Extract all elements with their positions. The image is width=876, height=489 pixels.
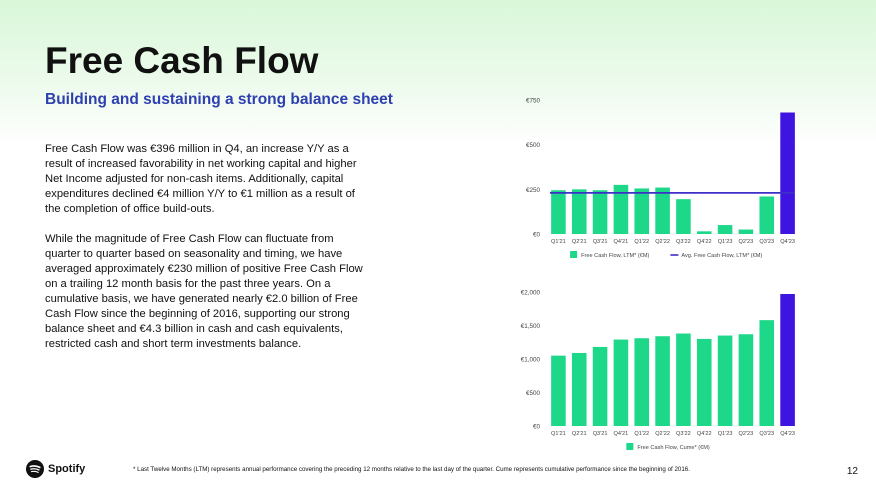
bar	[551, 355, 566, 426]
x-tick-label: Q2'21	[572, 431, 587, 437]
bar	[613, 184, 629, 234]
x-tick-label: Q1'23	[718, 431, 733, 437]
legend-label: Free Cash Flow, Cume* (€M)	[637, 445, 710, 451]
x-tick-label: Q1'22	[634, 431, 649, 437]
x-tick-label: Q1'22	[634, 239, 649, 245]
x-tick-label: Q2'22	[655, 239, 670, 245]
bar	[717, 225, 733, 234]
x-tick-label: Q4'22	[697, 431, 712, 437]
bar	[551, 190, 566, 234]
legend-label: Free Cash Flow, LTM* (€M)	[581, 253, 649, 259]
bar	[634, 188, 650, 234]
x-tick-label: Q3'22	[676, 431, 691, 437]
ltm-fcf-chart: €0 €250 €500 €750 Q1'21 Q2'21 Q3'21 Q4'21 Q1'22 Q…	[526, 98, 795, 260]
x-tick-label: Q1'21	[551, 431, 566, 437]
footnote: * Last Twelve Months (LTM) represents an…	[133, 466, 690, 473]
bar	[717, 335, 733, 426]
bar	[655, 187, 670, 234]
x-tick-label: Q4'21	[614, 431, 629, 437]
x-tick-label: Q3'22	[676, 239, 691, 245]
bar	[655, 336, 670, 426]
x-tick-label: Q1'21	[551, 239, 566, 245]
paragraph-q4-summary: Free Cash Flow was €396 million in Q4, a…	[45, 143, 357, 215]
x-tick-label: Q2'23	[739, 431, 754, 437]
bar	[780, 294, 795, 426]
x-tick-label: Q4'22	[697, 239, 712, 245]
bar	[571, 189, 587, 234]
bar	[738, 334, 754, 426]
legend-label: Avg. Free Cash Flow, LTM* (€M)	[681, 253, 762, 259]
x-tick-label: Q3'23	[759, 239, 774, 245]
y-tick-label: €2,000	[521, 290, 541, 297]
bar	[780, 112, 795, 234]
logo-wordmark: Spotify	[48, 463, 86, 475]
cume-fcf-chart: €0 €500 €1,000 €1,500 €2,000 Q1'21 Q2'21 Q3'21 Q…	[521, 290, 795, 452]
y-tick-label: €250	[526, 187, 541, 194]
bar	[696, 338, 712, 426]
y-tick-label: €0	[533, 232, 541, 239]
y-tick-label: €500	[526, 390, 541, 397]
legend-swatch	[626, 443, 634, 450]
x-tick-label: Q3'21	[593, 431, 608, 437]
y-tick-label: €750	[526, 98, 541, 105]
bar	[676, 333, 691, 426]
bar	[613, 339, 629, 426]
bar	[759, 320, 775, 426]
page-title: Free Cash Flow	[45, 40, 319, 81]
y-tick-label: €0	[533, 424, 541, 431]
legend-swatch	[570, 251, 578, 258]
spotify-logo: Spotify	[26, 460, 85, 478]
x-tick-label: Q2'23	[739, 239, 754, 245]
x-tick-label: Q3'21	[593, 239, 608, 245]
x-tick-label: Q4'23	[780, 239, 795, 245]
paragraph-cumulative: While the magnitude of Free Cash Flow ca…	[45, 233, 363, 350]
bar	[696, 231, 712, 234]
x-tick-label: Q1'23	[718, 239, 733, 245]
bar	[676, 199, 691, 234]
bar	[571, 352, 587, 426]
y-tick-label: €1,500	[521, 323, 541, 330]
x-tick-label: Q2'21	[572, 239, 587, 245]
y-tick-label: €500	[526, 142, 541, 149]
y-tick-label: €1,000	[521, 357, 541, 364]
x-tick-label: Q4'21	[614, 239, 629, 245]
bar	[634, 338, 650, 426]
bar	[738, 229, 754, 234]
bar	[592, 190, 608, 234]
x-tick-label: Q4'23	[780, 431, 795, 437]
x-tick-label: Q2'22	[655, 431, 670, 437]
page-number: 12	[846, 466, 858, 477]
body-text: Free Cash Flow was €396 million in Q4, a…	[45, 142, 365, 367]
spotify-icon	[26, 460, 44, 478]
x-tick-label: Q3'23	[759, 431, 774, 437]
bar	[759, 196, 775, 234]
bar	[592, 346, 608, 426]
page-subtitle: Building and sustaining a strong balance…	[45, 91, 393, 108]
